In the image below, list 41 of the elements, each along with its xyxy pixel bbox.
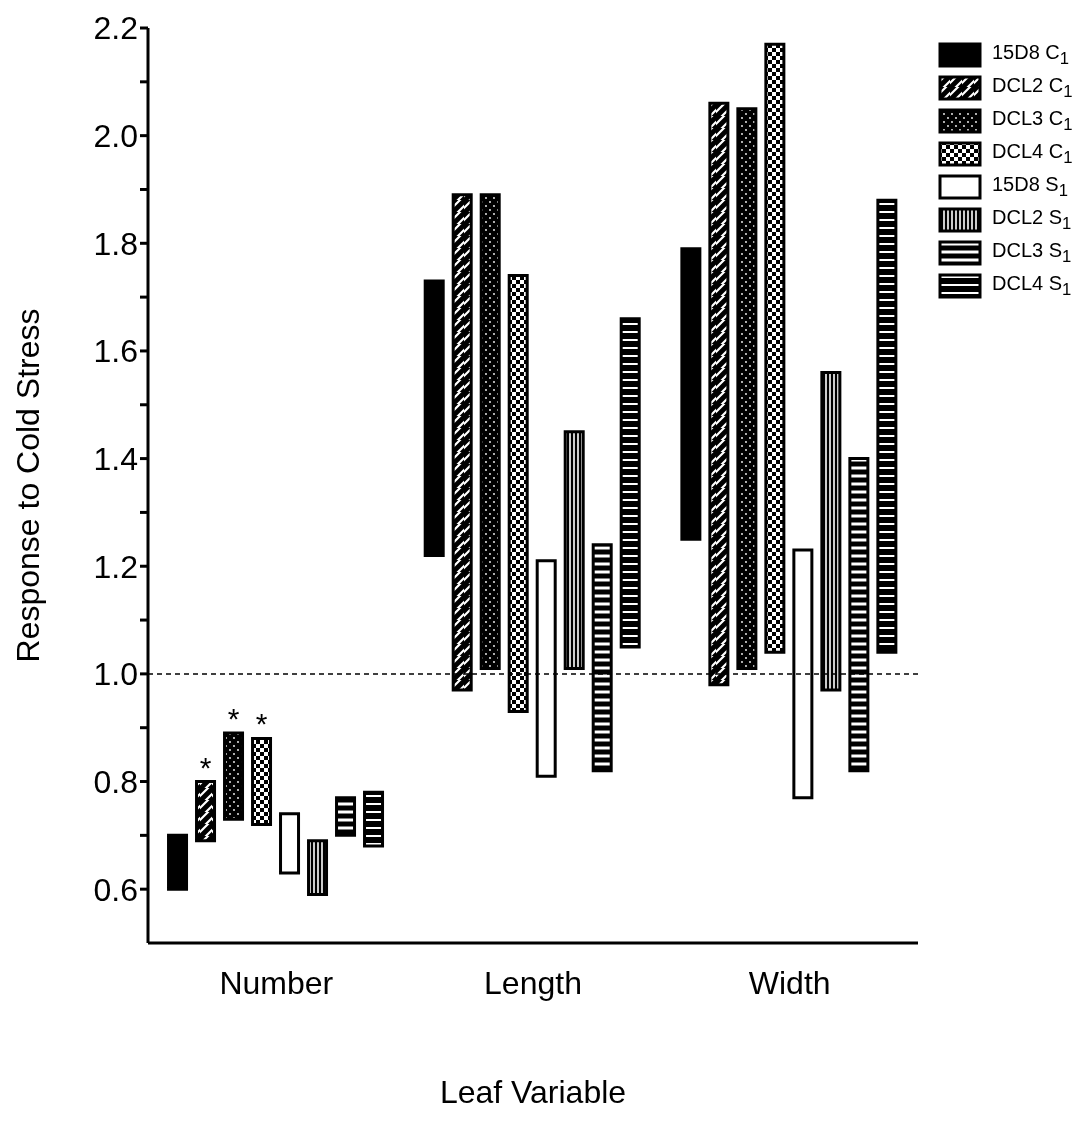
bar (876, 198, 898, 654)
bar (167, 833, 189, 891)
bar (423, 279, 445, 557)
bar (479, 193, 501, 670)
bar (363, 790, 385, 848)
x-tick-label: Number (219, 964, 334, 1001)
y-tick-label: 1.2 (93, 548, 138, 585)
legend-label: DCL2 C$_{1}$ (992, 73, 1073, 102)
bar (195, 780, 217, 843)
x-tick-label: Length (484, 964, 582, 1001)
data-label: * (199, 750, 212, 784)
bar (279, 812, 301, 875)
legend-label: DCL3 C$_{1}$ (992, 106, 1073, 135)
data-label: * (255, 707, 268, 741)
y-tick-label: 0.6 (93, 871, 138, 908)
bar (619, 317, 641, 649)
bar (223, 731, 245, 821)
y-axis-title: Response to Cold Stress (10, 308, 47, 663)
legend-label: DCL4 C$_{1}$ (992, 139, 1073, 168)
bar (251, 736, 273, 827)
bar (764, 42, 786, 654)
legend-label: DCL2 S$_{1}$ (992, 205, 1072, 234)
x-axis-title: Leaf Variable (439, 1074, 627, 1110)
data-label: * (227, 702, 240, 736)
y-tick-label: 2.2 (93, 10, 138, 47)
bar (335, 796, 357, 837)
y-tick-label: 2.0 (93, 118, 138, 155)
y-tick-label: 1.6 (93, 333, 138, 370)
legend-label: 15D8 C$_{1}$ (992, 40, 1070, 69)
bar (736, 107, 758, 670)
legend-label: DCL3 S$_{1}$ (992, 238, 1072, 267)
y-tick-label: 0.8 (93, 763, 138, 800)
bar (563, 430, 585, 670)
x-tick-label: Width (748, 964, 831, 1001)
y-tick-label: 1.8 (93, 225, 138, 262)
bar (307, 839, 329, 897)
y-tick-label: 1.4 (93, 440, 138, 477)
y-tick-label: 1.0 (93, 656, 138, 693)
legend-label: 15D8 S$_{1}$ (992, 172, 1068, 201)
bar (680, 247, 702, 541)
legend-label: DCL4 S$_{1}$ (992, 271, 1072, 300)
